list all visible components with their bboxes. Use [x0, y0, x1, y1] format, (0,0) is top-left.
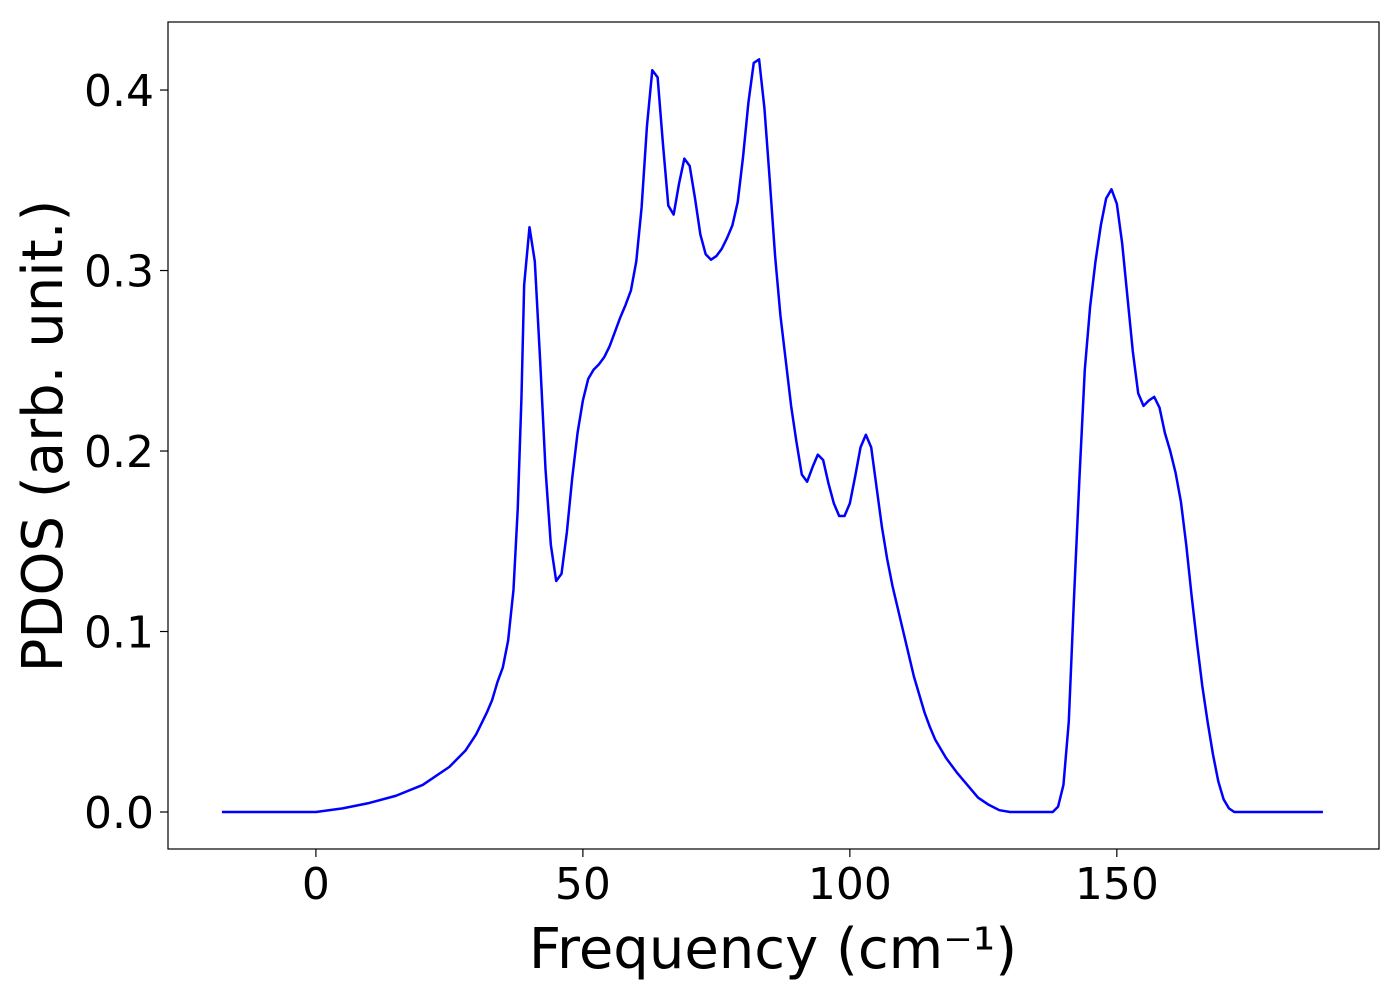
y-tick-label: 0.3 [84, 247, 154, 298]
y-tick-label: 0.4 [84, 66, 154, 117]
plot-frame [167, 21, 1380, 850]
y-tick-label: 0.1 [84, 608, 154, 659]
data-line [221, 58, 1323, 814]
y-tick-label: 0.2 [84, 427, 154, 478]
x-tick-label: 50 [555, 859, 611, 910]
x-axis-label: Frequency (cm⁻¹) [529, 917, 1017, 982]
y-axis-label: PDOS (arb. unit.) [11, 200, 76, 673]
x-tick-label: 100 [808, 859, 892, 910]
y-tick-label: 0.0 [84, 788, 154, 839]
x-tick-label: 0 [302, 859, 330, 910]
x-tick-label: 150 [1075, 859, 1159, 910]
